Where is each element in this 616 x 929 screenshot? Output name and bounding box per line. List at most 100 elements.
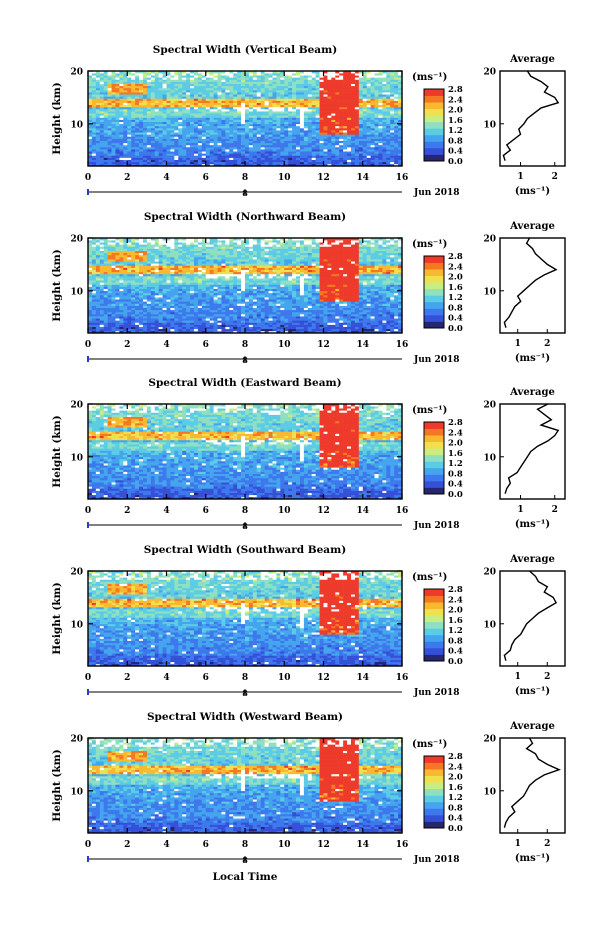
heatmap-cell: [139, 328, 144, 332]
heatmap-cell: [268, 96, 273, 99]
heatmap-cell: [354, 305, 360, 308]
heatmap-cell: [135, 149, 140, 152]
heatmap-cell: [398, 305, 403, 308]
heatmap-cell: [339, 318, 344, 321]
heatmap-cell: [225, 326, 230, 330]
heatmap-cell: [135, 98, 140, 101]
heatmap-cell: [241, 297, 246, 300]
heatmap-cell: [88, 330, 93, 334]
heatmap-cell: [370, 330, 375, 334]
heatmap-cell: [272, 83, 277, 87]
heatmap-cell: [260, 151, 265, 154]
heatmap-cell: [115, 113, 120, 116]
heatmap-cell: [205, 149, 210, 152]
heatmap-cell: [386, 303, 391, 306]
heatmap-cell: [178, 147, 183, 150]
heatmap-cell: [201, 159, 207, 163]
heatmap-cell: [252, 115, 258, 118]
heatmap-cell: [123, 136, 128, 139]
heatmap-cell: [193, 132, 199, 135]
heatmap-cell: [91, 155, 97, 158]
heatmap-cell: [154, 161, 159, 165]
heatmap-cell: [354, 153, 360, 156]
heatmap-cell: [193, 119, 199, 122]
heatmap-cell: [139, 144, 144, 148]
heatmap-cell: [193, 79, 199, 82]
heatmap-cell: [197, 320, 203, 323]
heatmap-cell: [186, 113, 191, 116]
heatmap-cell: [190, 153, 195, 156]
heatmap-cell: [252, 130, 258, 133]
heatmap-cell: [162, 130, 167, 133]
panel-title: Spectral Width (Vertical Beam): [153, 44, 337, 56]
heatmap-cell: [260, 140, 265, 144]
heatmap-cell: [347, 149, 352, 152]
heatmap-cell: [280, 134, 285, 137]
heatmap-cell: [146, 161, 152, 165]
heatmap-cell: [107, 297, 112, 300]
heatmap-cell: [284, 111, 289, 114]
heatmap-cell: [88, 109, 93, 112]
heatmap-cell: [88, 144, 93, 148]
heatmap-cell: [296, 328, 301, 332]
heatmap-cell: [131, 104, 136, 108]
heatmap-cell: [241, 81, 246, 84]
heatmap-cell: [374, 311, 379, 315]
heatmap-cell: [139, 326, 144, 330]
heatmap-cell: [131, 130, 136, 133]
heatmap-cell: [107, 159, 112, 163]
heatmap-cell: [311, 159, 316, 163]
heatmap-cell: [107, 311, 112, 315]
heatmap-cell: [91, 128, 97, 131]
heatmap-cell: [142, 94, 148, 97]
heatmap-cell: [162, 106, 167, 110]
heatmap-cell: [213, 297, 218, 300]
heatmap-cell: [307, 326, 313, 330]
heatmap-cell: [91, 117, 97, 120]
heatmap-cell: [347, 307, 352, 311]
heatmap-cell: [154, 159, 159, 163]
heatmap-cell: [260, 117, 265, 120]
heatmap-cell: [382, 71, 387, 74]
heatmap-cell: [378, 94, 383, 97]
heatmap-cell: [178, 157, 183, 160]
heatmap-cell: [170, 102, 175, 106]
heatmap-cell: [248, 98, 254, 101]
heatmap-cell: [205, 73, 210, 76]
heatmap-cell: [162, 104, 167, 108]
heatmap-cell: [186, 303, 191, 306]
heatmap-cell: [327, 85, 332, 89]
heatmap-cell: [311, 125, 316, 129]
heatmap-cell: [303, 111, 309, 114]
heatmap-cell: [213, 138, 218, 141]
heatmap-cell: [209, 106, 214, 110]
heatmap-cell: [197, 138, 203, 141]
heatmap-cell: [91, 94, 97, 97]
heatmap-cell: [131, 159, 136, 163]
heatmap-cell: [252, 132, 258, 135]
heatmap-cell: [394, 149, 399, 152]
average-frame: [499, 70, 566, 167]
heatmap-cell: [166, 311, 171, 315]
heatmap-cell: [119, 111, 124, 114]
heatmap-cell: [335, 314, 340, 317]
colorbar-swatch: [424, 141, 444, 149]
heatmap-cell: [190, 115, 195, 118]
heatmap-cell: [307, 316, 313, 319]
heatmap-cell: [103, 299, 108, 302]
heatmap-cell: [398, 303, 403, 306]
colorbar-swatch: [424, 102, 444, 110]
heatmap-cell: [386, 328, 391, 332]
heatmap-cell: [178, 318, 183, 321]
heatmap-cell: [154, 138, 159, 141]
heatmap-cell: [221, 309, 226, 313]
heatmap-cell: [245, 130, 250, 133]
heatmap-cell: [288, 155, 293, 158]
heatmap-cell: [213, 142, 218, 146]
heatmap-cell: [123, 75, 128, 78]
heatmap-cell: [335, 161, 340, 165]
heatmap-cell: [221, 75, 226, 78]
heatmap-cell: [213, 117, 218, 120]
heatmap-cell: [307, 81, 313, 84]
heatmap-cell: [335, 309, 340, 313]
